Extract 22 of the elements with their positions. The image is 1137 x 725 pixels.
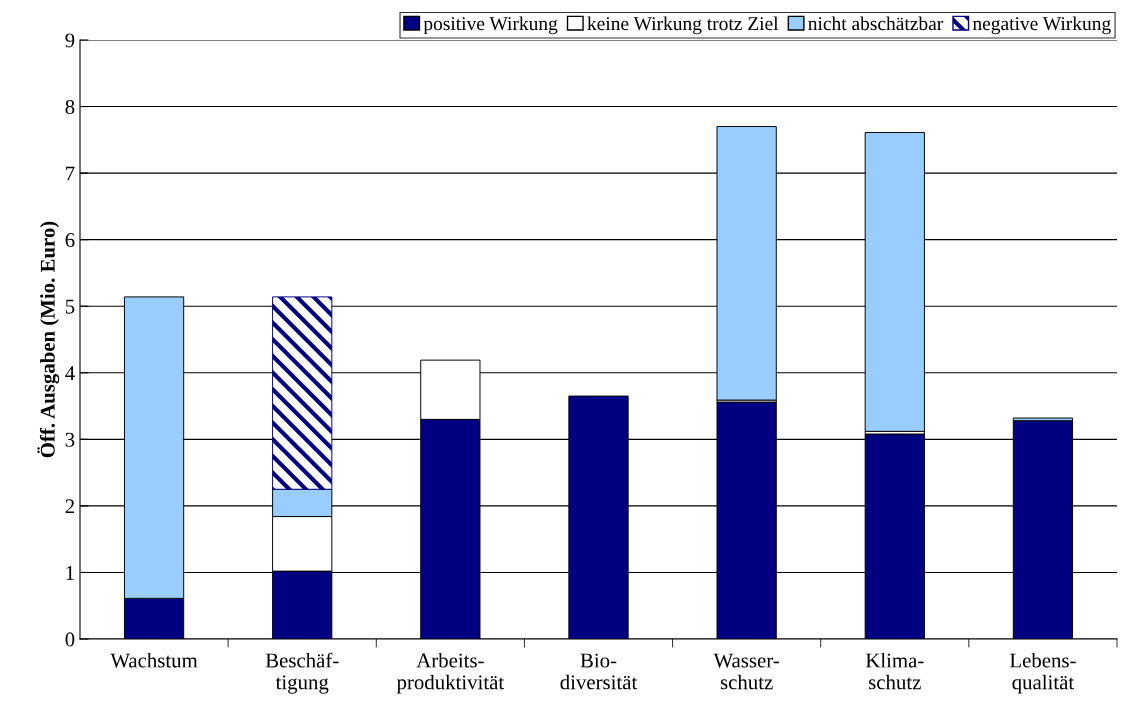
y-axis-title: Öff. Ausgaben (Mio. Euro) — [37, 221, 60, 458]
y-tick-label: 0 — [65, 632, 75, 647]
x-tick-label: Wasser- schutz — [713, 653, 779, 690]
y-tick-label: 7 — [66, 166, 75, 181]
legend-label: keine Wirkung trotz Ziel — [587, 16, 779, 35]
x-tick-label: Arbeits- produktivität — [396, 652, 505, 694]
y-tick-label: 8 — [65, 99, 75, 114]
y-tick-label: 3 — [65, 432, 75, 447]
y-tick-label: 1 — [66, 565, 74, 580]
y-tick-label: 4 — [65, 366, 75, 381]
legend-label: positive Wirkung — [423, 16, 558, 35]
y-tick-label: 2 — [65, 499, 74, 514]
x-tick-label: Klima- schutz — [865, 652, 924, 690]
x-tick-label: Lebens- qualität — [1009, 652, 1076, 694]
x-tick-label: Wachstum — [110, 652, 198, 668]
legend-label: negative Wirkung — [972, 16, 1111, 35]
y-tick-label: 5 — [65, 299, 75, 314]
y-tick-label: 6 — [65, 233, 75, 248]
x-tick-label: Bio- diversität — [560, 653, 638, 690]
y-tick-label: 9 — [65, 33, 75, 48]
x-tick-label: Beschäf- tigung — [265, 652, 339, 694]
legend-label: nicht abschätzbar — [808, 16, 944, 31]
